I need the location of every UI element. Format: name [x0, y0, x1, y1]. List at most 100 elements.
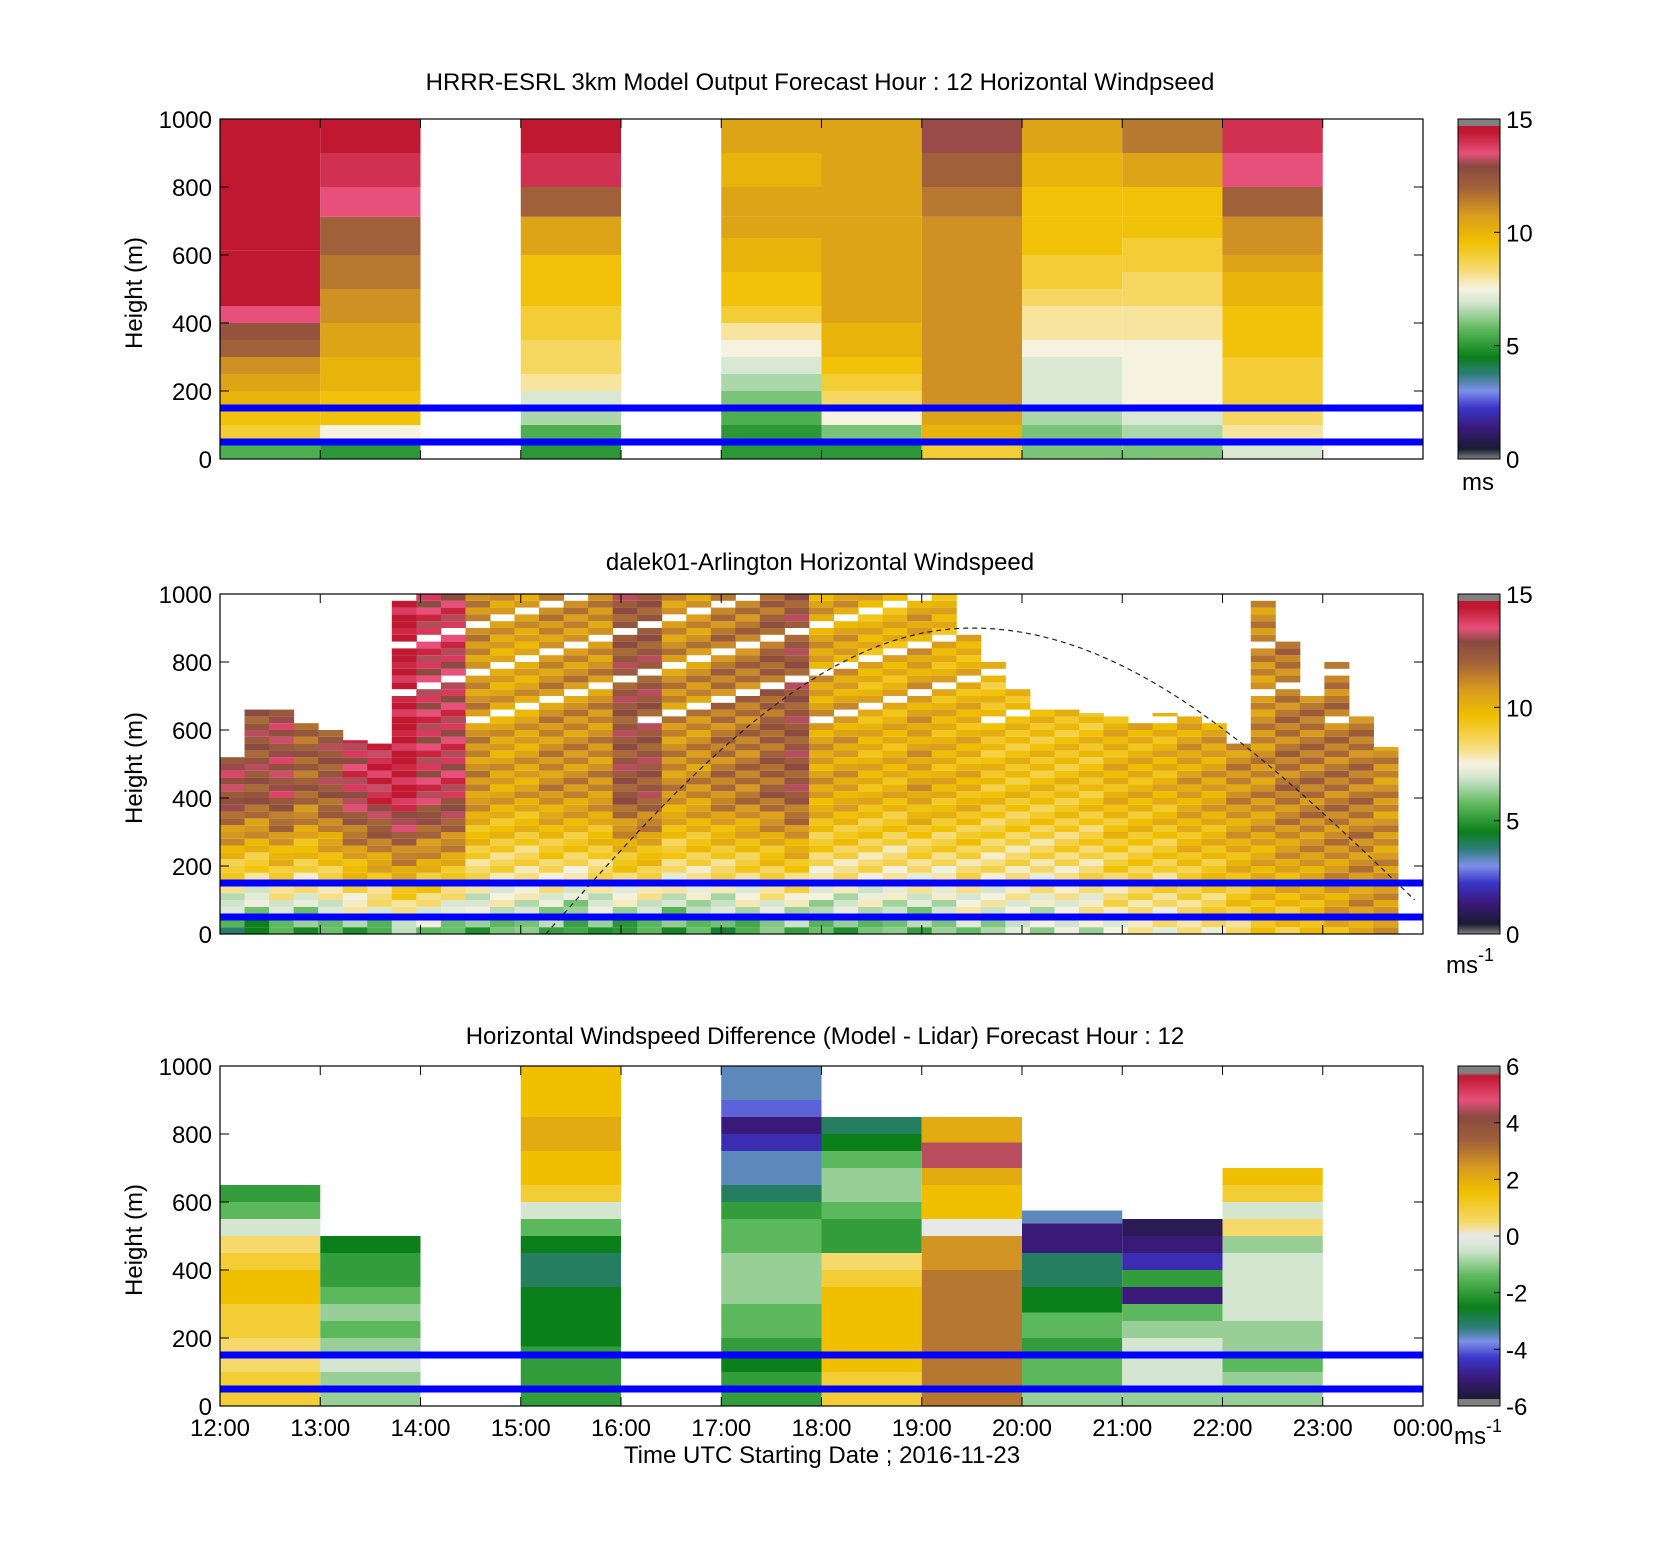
heatmap-cell: [416, 668, 442, 676]
heatmap-cell: [1373, 893, 1399, 900]
heatmap-cell: [1275, 838, 1301, 846]
heatmap-cell: [1054, 716, 1080, 724]
heatmap-cell: [220, 770, 246, 778]
heatmap-cell: [1324, 859, 1350, 866]
colorbar-tick-label: 2: [1506, 1167, 1519, 1194]
heatmap-cell: [833, 818, 859, 826]
heatmap-cell: [710, 798, 736, 805]
heatmap-cell: [637, 594, 663, 601]
heatmap-cell: [1005, 750, 1031, 758]
colorbar: [1457, 1065, 1501, 1407]
heatmap-cell: [637, 675, 663, 683]
heatmap-cell: [1226, 866, 1252, 873]
heatmap-cell: [721, 357, 822, 374]
heatmap-cell: [661, 675, 687, 683]
heatmap-cell: [539, 811, 565, 819]
heatmap-cell: [514, 614, 540, 622]
x-axis-ticks: 12:00 13:00 14:00 15:00 16:00 17:00 18:00 19:00…: [190, 1066, 1453, 1442]
heatmap-cell: [1275, 764, 1301, 771]
heatmap-cell: [1122, 289, 1223, 306]
heatmap-cell: [1373, 838, 1399, 846]
heatmap-cell: [391, 764, 417, 771]
heatmap-cell: [269, 764, 295, 771]
heatmap-cell: [1054, 777, 1080, 785]
heatmap-cell: [721, 1270, 822, 1287]
heatmap-cell: [921, 442, 1022, 459]
heatmap-cell: [440, 723, 466, 730]
heatmap-cell: [320, 272, 421, 289]
heatmap-cell: [612, 655, 638, 662]
heatmap-cell: [710, 621, 736, 628]
heatmap-cell: [320, 1321, 421, 1338]
heatmap-cell: [1275, 750, 1301, 758]
heatmap-cell: [1122, 153, 1223, 187]
heatmap-cell: [465, 723, 491, 730]
heatmap-cell: [710, 750, 736, 758]
heatmap-cell: [821, 1117, 922, 1134]
heatmap-cell: [1054, 872, 1080, 880]
heatmap-cell: [1054, 750, 1080, 758]
heatmap-cell: [735, 757, 761, 764]
heatmap-cell: [809, 818, 835, 826]
heatmap-cell: [759, 838, 785, 846]
heatmap-cell: [1222, 391, 1323, 408]
heatmap-cell: [907, 893, 933, 900]
heatmap-cell: [465, 655, 491, 662]
heatmap-cell: [858, 709, 884, 717]
heatmap-cell: [1005, 825, 1031, 832]
heatmap-cell: [931, 702, 957, 710]
heatmap-cell: [465, 872, 491, 880]
heatmap-cell: [858, 614, 884, 622]
heatmap-cell: [882, 818, 908, 826]
heatmap-cell: [293, 852, 319, 860]
heatmap-cell: [1222, 1202, 1323, 1219]
heatmap-cell: [342, 845, 368, 853]
heatmap-cell: [1348, 845, 1374, 853]
heatmap-cell: [710, 607, 736, 615]
heatmap-cell: [759, 655, 785, 662]
heatmap-cell: [858, 832, 884, 839]
heatmap-cell: [637, 818, 663, 826]
heatmap-cell: [661, 600, 687, 608]
heatmap-cell: [809, 702, 835, 710]
heatmap-cell: [367, 750, 393, 758]
heatmap-cell: [1128, 730, 1154, 737]
heatmap-cell: [931, 770, 957, 778]
heatmap-cell: [1201, 920, 1227, 928]
heatmap-cell: [1029, 777, 1055, 785]
heatmap-cell: [416, 784, 442, 792]
heatmap-cell: [858, 682, 884, 690]
heatmap-cell: [1005, 852, 1031, 860]
x-tick-label: 23:00: [1293, 1415, 1353, 1442]
heatmap-cell: [637, 798, 663, 805]
heatmap-cell: [1029, 886, 1055, 894]
heatmap-cell: [1103, 859, 1129, 866]
heatmap-cell: [759, 662, 785, 669]
heatmap-cell: [721, 340, 822, 357]
heatmap-cell: [907, 723, 933, 730]
heatmap-cell: [514, 900, 540, 907]
heatmap-cell: [320, 1270, 421, 1287]
heatmap-cell: [784, 730, 810, 737]
heatmap-cell: [1250, 832, 1276, 839]
heatmap-cell: [1103, 791, 1129, 798]
heatmap-cell: [612, 886, 638, 894]
heatmap-cell: [980, 689, 1006, 696]
heatmap-cell: [1250, 600, 1276, 608]
heatmap-cell: [391, 859, 417, 866]
heatmap-cell: [1299, 702, 1325, 710]
heatmap-cell: [1022, 289, 1123, 306]
heatmap-cell: [661, 777, 687, 785]
heatmap-cell: [956, 655, 982, 662]
heatmap-cell: [563, 838, 589, 846]
heatmap-cell: [907, 702, 933, 710]
heatmap-cell: [980, 900, 1006, 907]
heatmap-cell: [980, 743, 1006, 751]
heatmap-cell: [1152, 804, 1178, 812]
heatmap-cell: [809, 743, 835, 751]
heatmap-cell: [1201, 736, 1227, 744]
heatmap-cell: [1029, 730, 1055, 737]
heatmap-cell: [220, 804, 246, 812]
heatmap-cell: [1005, 804, 1031, 812]
colorbar: [1457, 118, 1501, 460]
